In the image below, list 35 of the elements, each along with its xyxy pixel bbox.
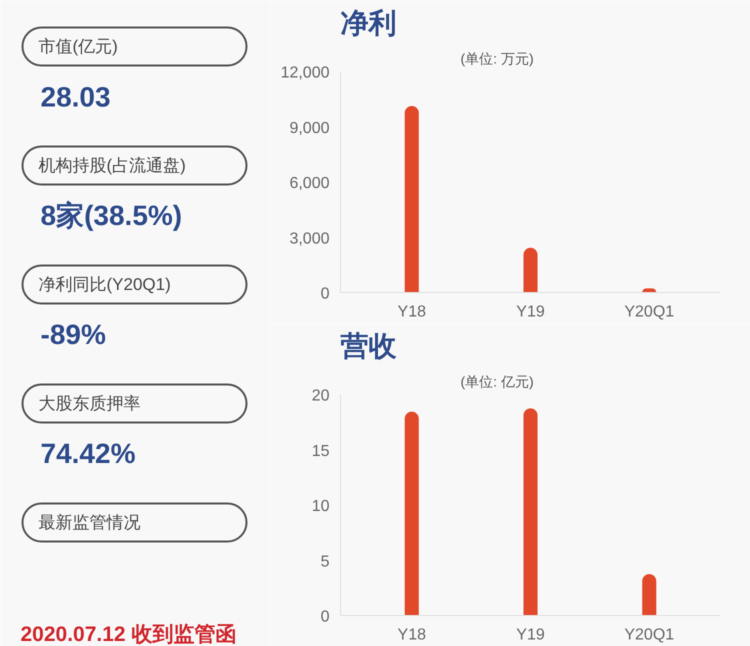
text: 8家(38.5%) [40, 200, 182, 231]
x-tick-label: Y19 [516, 626, 545, 644]
text: 机构持股(占流通盘) [38, 156, 186, 175]
y-tick-label: 12,000 [280, 64, 330, 82]
y-tick-label: 10 [312, 498, 330, 515]
y-tick-label: 0 [320, 286, 330, 302]
text: 最新监管情况 [38, 513, 140, 532]
chart-subtitle: (单位: 亿元) [460, 374, 534, 390]
y-tick-label: 20 [312, 388, 330, 404]
chart-subtitle: (单位: 万元) [460, 50, 534, 66]
x-tick-label: Y18 [398, 626, 426, 644]
x-tick-label: Y20Q1 [624, 304, 674, 320]
bar [523, 408, 538, 616]
bar [523, 248, 538, 292]
bar [404, 106, 419, 292]
text: -89% [40, 319, 106, 350]
y-tick-label: 9,000 [289, 120, 330, 137]
text: 大股东质押率 [38, 394, 140, 413]
y-tick-label: 3,000 [289, 230, 330, 248]
text: 市值(亿元) [38, 37, 118, 56]
text: 净利同比(Y20Q1) [38, 275, 171, 294]
y-tick-label: 0 [320, 608, 330, 626]
text: 2020.07.12 收到监管函 [20, 623, 236, 646]
x-tick-label: Y20Q1 [624, 626, 674, 644]
x-tick-label: Y18 [398, 304, 426, 320]
bar [404, 412, 419, 616]
bar [642, 574, 656, 616]
chart-title: 净利 [340, 8, 396, 38]
text: 74.42% [40, 438, 136, 469]
chart-title: 营收 [340, 330, 398, 362]
y-tick-label: 5 [320, 553, 330, 570]
x-tick-label: Y19 [516, 304, 545, 320]
y-tick-label: 6,000 [289, 175, 330, 192]
y-tick-label: 15 [312, 442, 330, 460]
text: 28.03 [40, 82, 111, 112]
